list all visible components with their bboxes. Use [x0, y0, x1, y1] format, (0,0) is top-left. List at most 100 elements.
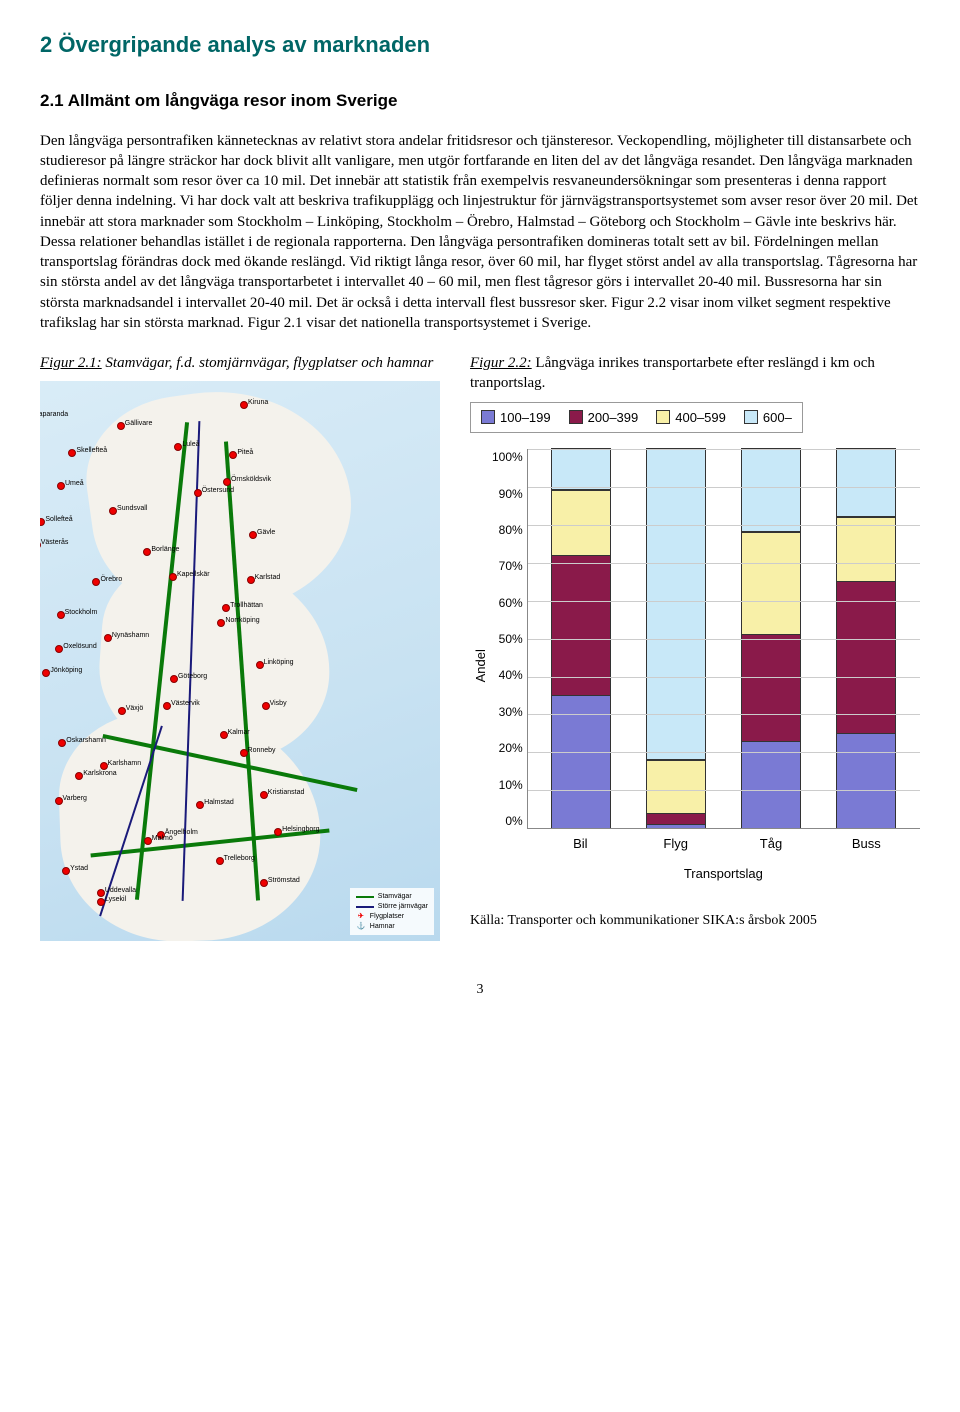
figure-2-1-caption: Figur 2.1: Stamvägar, f.d. stomjärnvägar…: [40, 353, 440, 373]
section-heading: 2.1 Allmänt om långväga resor inom Sveri…: [40, 90, 920, 113]
legend-item: 400–599: [656, 409, 726, 427]
ytick-label: 60%: [499, 595, 523, 611]
city-label: Oskarshamn: [66, 736, 106, 745]
city-label: Skellefteå: [76, 446, 107, 455]
chart-area: Andel 100%90%80%70%60%50%40%30%20%10%0% …: [470, 449, 920, 882]
city-label: Sundsvall: [117, 504, 147, 513]
legend-item: 600–: [744, 409, 792, 427]
city-label: Ystad: [70, 864, 88, 873]
city-label: Strömstad: [268, 876, 300, 885]
city-label: Karlshamn: [108, 759, 141, 768]
city-label: Piteå: [237, 448, 253, 457]
bar-segment: [836, 517, 896, 582]
city-label: Helsingborg: [282, 825, 319, 834]
figure-2-2-text: Långväga inrikes transportarbete efter r…: [470, 355, 875, 391]
bar-segment: [836, 448, 896, 516]
city-dot: [170, 675, 178, 683]
chart-ylabel: Andel: [472, 649, 490, 682]
city-dot: [260, 791, 268, 799]
city-dot: [75, 772, 83, 780]
city-dot: [262, 702, 270, 710]
city-label: Jönköping: [50, 666, 82, 675]
xtick-label: Tåg: [741, 835, 801, 853]
city-label: Växjö: [126, 704, 144, 713]
city-label: Örnsköldsvik: [231, 475, 271, 484]
figure-2-2-caption: Figur 2.2: Långväga inrikes transportarb…: [470, 353, 920, 394]
city-label: Gävle: [257, 528, 275, 537]
map-legend-rails: Större järnvägar: [378, 902, 428, 912]
city-dot: [163, 702, 171, 710]
xtick-label: Flyg: [646, 835, 706, 853]
city-label: Visby: [270, 699, 287, 708]
city-label: Umeå: [65, 479, 84, 488]
city-label: Göteborg: [178, 672, 207, 681]
city-label: Kiruna: [248, 398, 268, 407]
city-dot: [55, 645, 63, 653]
legend-label: 400–599: [675, 409, 726, 427]
city-label: Nynäshamn: [112, 631, 149, 640]
city-dot: [194, 489, 202, 497]
city-dot: [100, 762, 108, 770]
bar-segment: [551, 448, 611, 490]
sweden-map: Stamvägar Större järnvägar ✈Flygplatser …: [40, 381, 440, 941]
ytick-label: 40%: [499, 667, 523, 683]
city-label: Stockholm: [65, 608, 98, 617]
city-dot: [68, 449, 76, 457]
city-label: Norrköping: [225, 616, 259, 625]
map-legend-ports: Hamnar: [370, 922, 395, 932]
city-label: Luleå: [182, 440, 199, 449]
city-label: Västervik: [171, 699, 200, 708]
city-dot: [256, 661, 264, 669]
city-label: Ronneby: [248, 746, 276, 755]
city-dot: [42, 669, 50, 677]
page-heading: 2 Övergripande analys av marknaden: [40, 30, 920, 60]
xtick-label: Buss: [836, 835, 896, 853]
city-label: Kristianstad: [268, 788, 305, 797]
figure-2-2-label: Figur 2.2:: [470, 355, 532, 371]
city-label: Haparanda: [40, 410, 68, 419]
city-label: Borlänge: [151, 545, 179, 554]
legend-label: 200–399: [588, 409, 639, 427]
map-legend: Stamvägar Större järnvägar ✈Flygplatser …: [350, 888, 434, 935]
city-dot: [55, 797, 63, 805]
city-dot: [117, 422, 125, 430]
city-dot: [57, 482, 65, 490]
bar-segment: [836, 581, 896, 733]
ytick-label: 20%: [499, 740, 523, 756]
xtick-label: Bil: [550, 835, 610, 853]
body-paragraph: Den långväga persontrafiken kännetecknas…: [40, 131, 920, 334]
chart-yticks: 100%90%80%70%60%50%40%30%20%10%0%: [492, 449, 527, 829]
figure-2-1-label: Figur 2.1:: [40, 355, 102, 371]
chart-source: Källa: Transporter och kommunikationer S…: [470, 912, 920, 931]
city-dot: [169, 573, 177, 581]
figure-row: Figur 2.1: Stamvägar, f.d. stomjärnvägar…: [40, 353, 920, 941]
page-number: 3: [40, 981, 920, 1000]
city-dot: [260, 879, 268, 887]
city-dot: [220, 731, 228, 739]
bar-segment: [741, 448, 801, 532]
city-label: Östersund: [202, 486, 234, 495]
ytick-label: 100%: [492, 449, 523, 465]
city-dot: [144, 837, 152, 845]
legend-item: 100–199: [481, 409, 551, 427]
figure-2-1-column: Figur 2.1: Stamvägar, f.d. stomjärnvägar…: [40, 353, 440, 941]
city-label: Karlskrona: [83, 769, 116, 778]
map-legend-airports: Flygplatser: [370, 912, 404, 922]
city-dot: [216, 857, 224, 865]
bar-segment: [646, 448, 706, 760]
city-dot: [229, 451, 237, 459]
city-label: Västerås: [41, 538, 69, 547]
city-label: Malmö: [152, 834, 173, 843]
chart-legend: 100–199 200–399 400–599 600–: [470, 402, 803, 434]
ytick-label: 30%: [499, 704, 523, 720]
legend-label: 600–: [763, 409, 792, 427]
city-label: Varberg: [63, 794, 87, 803]
legend-label: 100–199: [500, 409, 551, 427]
bar-segment: [646, 760, 706, 813]
city-label: Oxelösund: [63, 642, 96, 651]
ytick-label: 0%: [505, 813, 522, 829]
city-label: Trollhättan: [230, 601, 263, 610]
ytick-label: 50%: [499, 631, 523, 647]
bar-segment: [836, 733, 896, 828]
city-label: Örebro: [100, 575, 122, 584]
